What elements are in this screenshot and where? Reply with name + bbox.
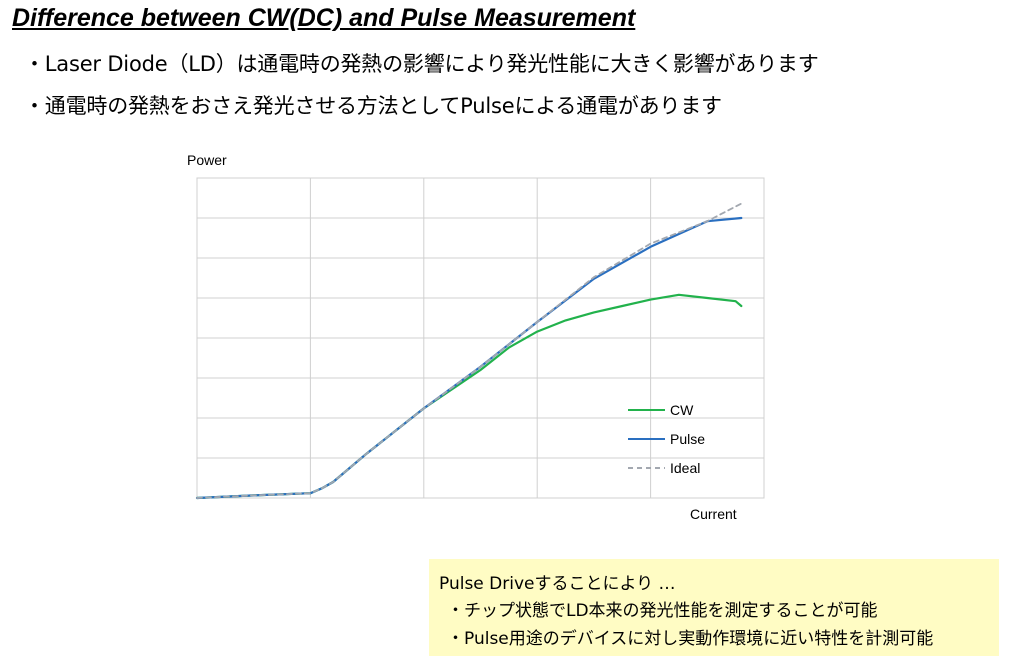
slide-title: Difference between CW(DC) and Pulse Meas…: [12, 4, 636, 32]
series-line-pulse: [195, 216, 743, 500]
chart-series: [195, 202, 743, 500]
legend-label-ideal: Ideal: [670, 460, 700, 476]
bullet-point: ・Laser Diode（LD）は通電時の発熱の影響により発光性能に大きく影響が…: [24, 52, 819, 76]
series-line-ideal: [196, 202, 743, 499]
note-heading: Pulse Driveすることにより …: [439, 574, 676, 594]
note-item: ・Pulse用途のデバイスに対し実動作環境に近い特性を計測可能: [447, 629, 934, 649]
chart-legend: CW Pulse Ideal: [628, 402, 705, 476]
y-axis-label: Power: [187, 152, 227, 168]
legend-label-pulse: Pulse: [670, 431, 705, 447]
pulse-drive-note: Pulse Driveすることにより … ・チップ状態でLD本来の発光性能を測定…: [429, 559, 999, 656]
power-current-chart: CW Pulse Ideal Power Current: [187, 152, 765, 522]
bullet-point: ・通電時の発熱をおさえ発光させる方法としてPulseによる通電があります: [24, 94, 722, 118]
note-item: ・チップ状態でLD本来の発光性能を測定することが可能: [447, 601, 878, 621]
x-axis-label: Current: [690, 506, 737, 522]
plot-frame: [196, 177, 765, 499]
chart-grid: [196, 177, 765, 499]
legend-label-cw: CW: [670, 402, 694, 418]
